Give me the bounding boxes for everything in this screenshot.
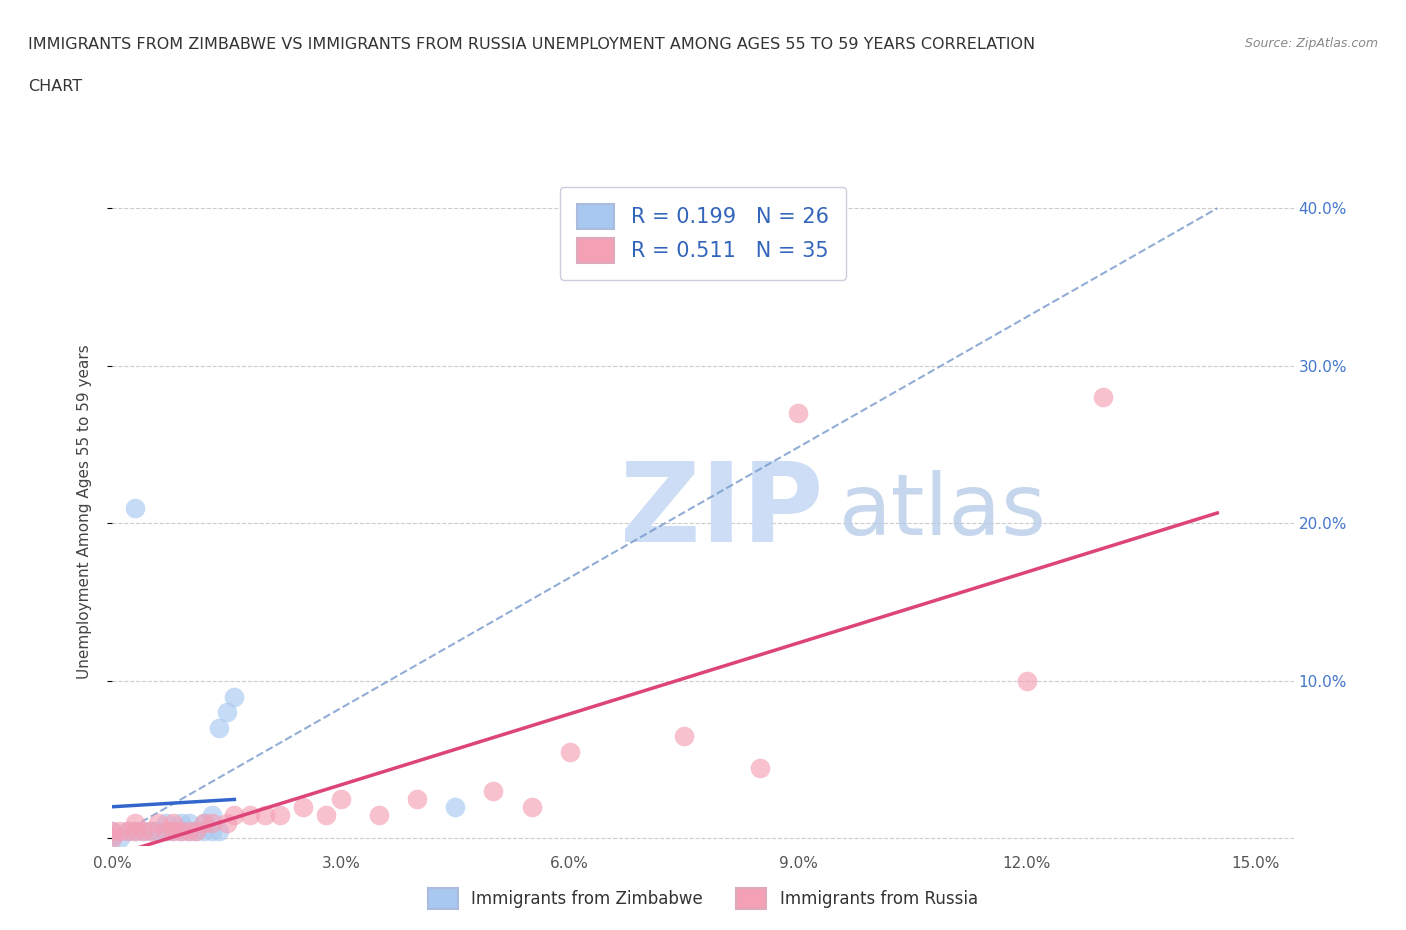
Point <box>749 760 772 775</box>
Point <box>215 705 238 720</box>
Point <box>558 744 581 759</box>
Legend: Immigrants from Zimbabwe, Immigrants from Russia: Immigrants from Zimbabwe, Immigrants fro… <box>420 880 986 917</box>
Point <box>186 823 208 838</box>
Legend: R = 0.199   N = 26, R = 0.511   N = 35: R = 0.199 N = 26, R = 0.511 N = 35 <box>560 187 846 280</box>
Point <box>672 728 695 743</box>
Point <box>170 823 193 838</box>
Point <box>162 816 184 830</box>
Point <box>108 831 131 846</box>
Point <box>132 823 155 838</box>
Point <box>101 823 124 838</box>
Point <box>186 823 208 838</box>
Point <box>155 816 177 830</box>
Point <box>200 823 222 838</box>
Point <box>208 823 231 838</box>
Point <box>117 823 139 838</box>
Text: ZIP: ZIP <box>620 458 824 565</box>
Point <box>101 831 124 846</box>
Point <box>148 816 170 830</box>
Y-axis label: Unemployment Among Ages 55 to 59 years: Unemployment Among Ages 55 to 59 years <box>77 344 91 679</box>
Point <box>193 823 215 838</box>
Point <box>330 791 353 806</box>
Point <box>444 800 467 815</box>
Point <box>482 784 505 799</box>
Point <box>155 823 177 838</box>
Point <box>193 816 215 830</box>
Point <box>177 823 200 838</box>
Point <box>1092 390 1115 405</box>
Point <box>787 405 810 420</box>
Point <box>139 823 162 838</box>
Point <box>224 807 246 822</box>
Point <box>117 823 139 838</box>
Point <box>291 800 314 815</box>
Point <box>124 816 146 830</box>
Point <box>193 816 215 830</box>
Point <box>170 816 193 830</box>
Point <box>208 721 231 736</box>
Point <box>132 823 155 838</box>
Point <box>253 807 276 822</box>
Point <box>124 823 146 838</box>
Point <box>155 823 177 838</box>
Text: Source: ZipAtlas.com: Source: ZipAtlas.com <box>1244 37 1378 50</box>
Point <box>177 816 200 830</box>
Point <box>406 791 429 806</box>
Point <box>200 816 222 830</box>
Point <box>108 823 131 838</box>
Point <box>148 823 170 838</box>
Point <box>1015 673 1038 688</box>
Point <box>101 823 124 838</box>
Point <box>124 500 146 515</box>
Point <box>520 800 543 815</box>
Point <box>215 816 238 830</box>
Point <box>124 823 146 838</box>
Point <box>101 831 124 846</box>
Point <box>315 807 337 822</box>
Point <box>177 823 200 838</box>
Point <box>162 823 184 838</box>
Text: atlas: atlas <box>839 470 1047 553</box>
Point <box>170 823 193 838</box>
Point <box>139 823 162 838</box>
Text: IMMIGRANTS FROM ZIMBABWE VS IMMIGRANTS FROM RUSSIA UNEMPLOYMENT AMONG AGES 55 TO: IMMIGRANTS FROM ZIMBABWE VS IMMIGRANTS F… <box>28 37 1035 52</box>
Point <box>162 823 184 838</box>
Point <box>200 807 222 822</box>
Text: CHART: CHART <box>28 79 82 94</box>
Point <box>239 807 262 822</box>
Point <box>224 689 246 704</box>
Point <box>368 807 391 822</box>
Point <box>269 807 291 822</box>
